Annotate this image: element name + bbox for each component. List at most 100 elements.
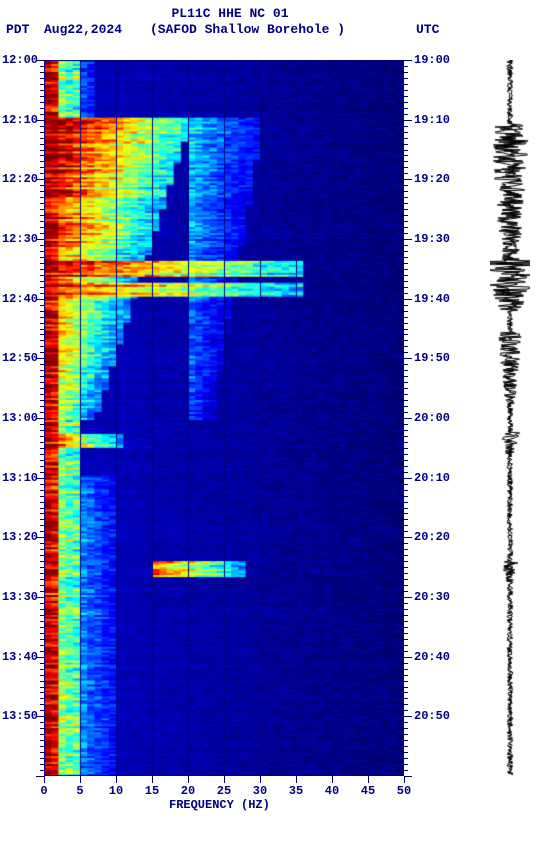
y-right-tick: 20:20 [414, 530, 450, 544]
y-tick-mark [404, 519, 408, 520]
y-tick-mark [40, 185, 44, 186]
y-tick-mark [404, 513, 408, 514]
y-tick-mark [404, 78, 408, 79]
y-tick-mark [40, 651, 44, 652]
y-tick-mark [40, 269, 44, 270]
y-tick-mark [40, 323, 44, 324]
y-tick-mark [404, 215, 408, 216]
y-tick-mark [40, 108, 44, 109]
y-tick-mark [404, 167, 408, 168]
y-tick-mark [404, 460, 408, 461]
y-tick-mark [404, 490, 408, 491]
y-tick-mark [36, 537, 44, 538]
y-tick-mark [40, 346, 44, 347]
x-tick: 45 [361, 784, 375, 798]
y-tick-mark [40, 364, 44, 365]
y-tick-mark [404, 311, 408, 312]
y-tick-mark [40, 155, 44, 156]
x-tick-mark [116, 776, 117, 783]
y-tick-mark [404, 752, 408, 753]
y-tick-mark [404, 591, 408, 592]
y-tick-mark [404, 197, 408, 198]
y-tick-mark [40, 126, 44, 127]
y-tick-mark [40, 150, 44, 151]
y-tick-mark [404, 597, 412, 598]
x-tick: 30 [253, 784, 267, 798]
y-tick-mark [40, 615, 44, 616]
y-tick-mark [404, 269, 408, 270]
y-tick-mark [404, 251, 408, 252]
y-tick-mark [40, 334, 44, 335]
y-tick-mark [404, 144, 408, 145]
y-right-tick: 19:30 [414, 232, 450, 246]
y-tick-mark [404, 442, 408, 443]
y-tick-mark [40, 525, 44, 526]
y-tick-mark [40, 370, 44, 371]
y-tick-mark [40, 376, 44, 377]
y-tick-mark [40, 621, 44, 622]
y-tick-mark [404, 305, 408, 306]
y-tick-mark [40, 251, 44, 252]
y-tick-mark [404, 579, 408, 580]
y-left-tick: 13:50 [0, 709, 38, 723]
y-tick-mark [404, 364, 408, 365]
y-tick-mark [404, 287, 408, 288]
y-tick-mark [404, 263, 408, 264]
y-tick-mark [404, 400, 408, 401]
y-left-tick: 12:40 [0, 292, 38, 306]
x-tick: 35 [289, 784, 303, 798]
y-tick-mark [40, 448, 44, 449]
y-tick-mark [40, 740, 44, 741]
y-tick-mark [40, 412, 44, 413]
y-tick-mark [404, 466, 408, 467]
y-tick-mark [404, 525, 408, 526]
y-tick-mark [40, 555, 44, 556]
y-tick-mark [36, 120, 44, 121]
x-tick: 15 [145, 784, 159, 798]
y-tick-mark [40, 329, 44, 330]
y-tick-mark [40, 519, 44, 520]
y-tick-mark [404, 663, 408, 664]
y-tick-mark [40, 352, 44, 353]
y-tick-mark [40, 508, 44, 509]
y-tick-mark [40, 710, 44, 711]
y-tick-mark [404, 299, 412, 300]
y-tick-mark [404, 96, 408, 97]
y-tick-mark [404, 173, 408, 174]
y-tick-mark [404, 138, 408, 139]
y-tick-mark [404, 651, 408, 652]
y-left-tick: 13:10 [0, 471, 38, 485]
y-tick-mark [40, 161, 44, 162]
left-tz: PDT [6, 22, 29, 37]
y-right-tick: 20:10 [414, 471, 450, 485]
x-tick-mark [296, 776, 297, 783]
y-tick-mark [404, 728, 408, 729]
y-tick-mark [40, 167, 44, 168]
y-tick-mark [404, 704, 408, 705]
y-tick-mark [404, 639, 408, 640]
y-tick-mark [404, 150, 408, 151]
x-tick-mark [224, 776, 225, 783]
y-tick-mark [40, 317, 44, 318]
y-tick-mark [40, 627, 44, 628]
y-tick-mark [404, 352, 408, 353]
y-tick-mark [404, 621, 408, 622]
y-tick-mark [40, 758, 44, 759]
y-tick-mark [404, 448, 408, 449]
x-tick: 10 [109, 784, 123, 798]
y-tick-mark [40, 543, 44, 544]
y-tick-mark [404, 657, 412, 658]
y-tick-mark [404, 585, 408, 586]
y-tick-mark [404, 155, 408, 156]
y-tick-mark [40, 484, 44, 485]
y-tick-mark [404, 114, 408, 115]
y-tick-mark [40, 573, 44, 574]
y-tick-mark [40, 675, 44, 676]
y-tick-mark [40, 78, 44, 79]
y-tick-mark [36, 478, 44, 479]
y-tick-mark [40, 472, 44, 473]
y-tick-mark [40, 281, 44, 282]
y-tick-mark [40, 603, 44, 604]
y-tick-mark [404, 454, 408, 455]
y-tick-mark [40, 72, 44, 73]
